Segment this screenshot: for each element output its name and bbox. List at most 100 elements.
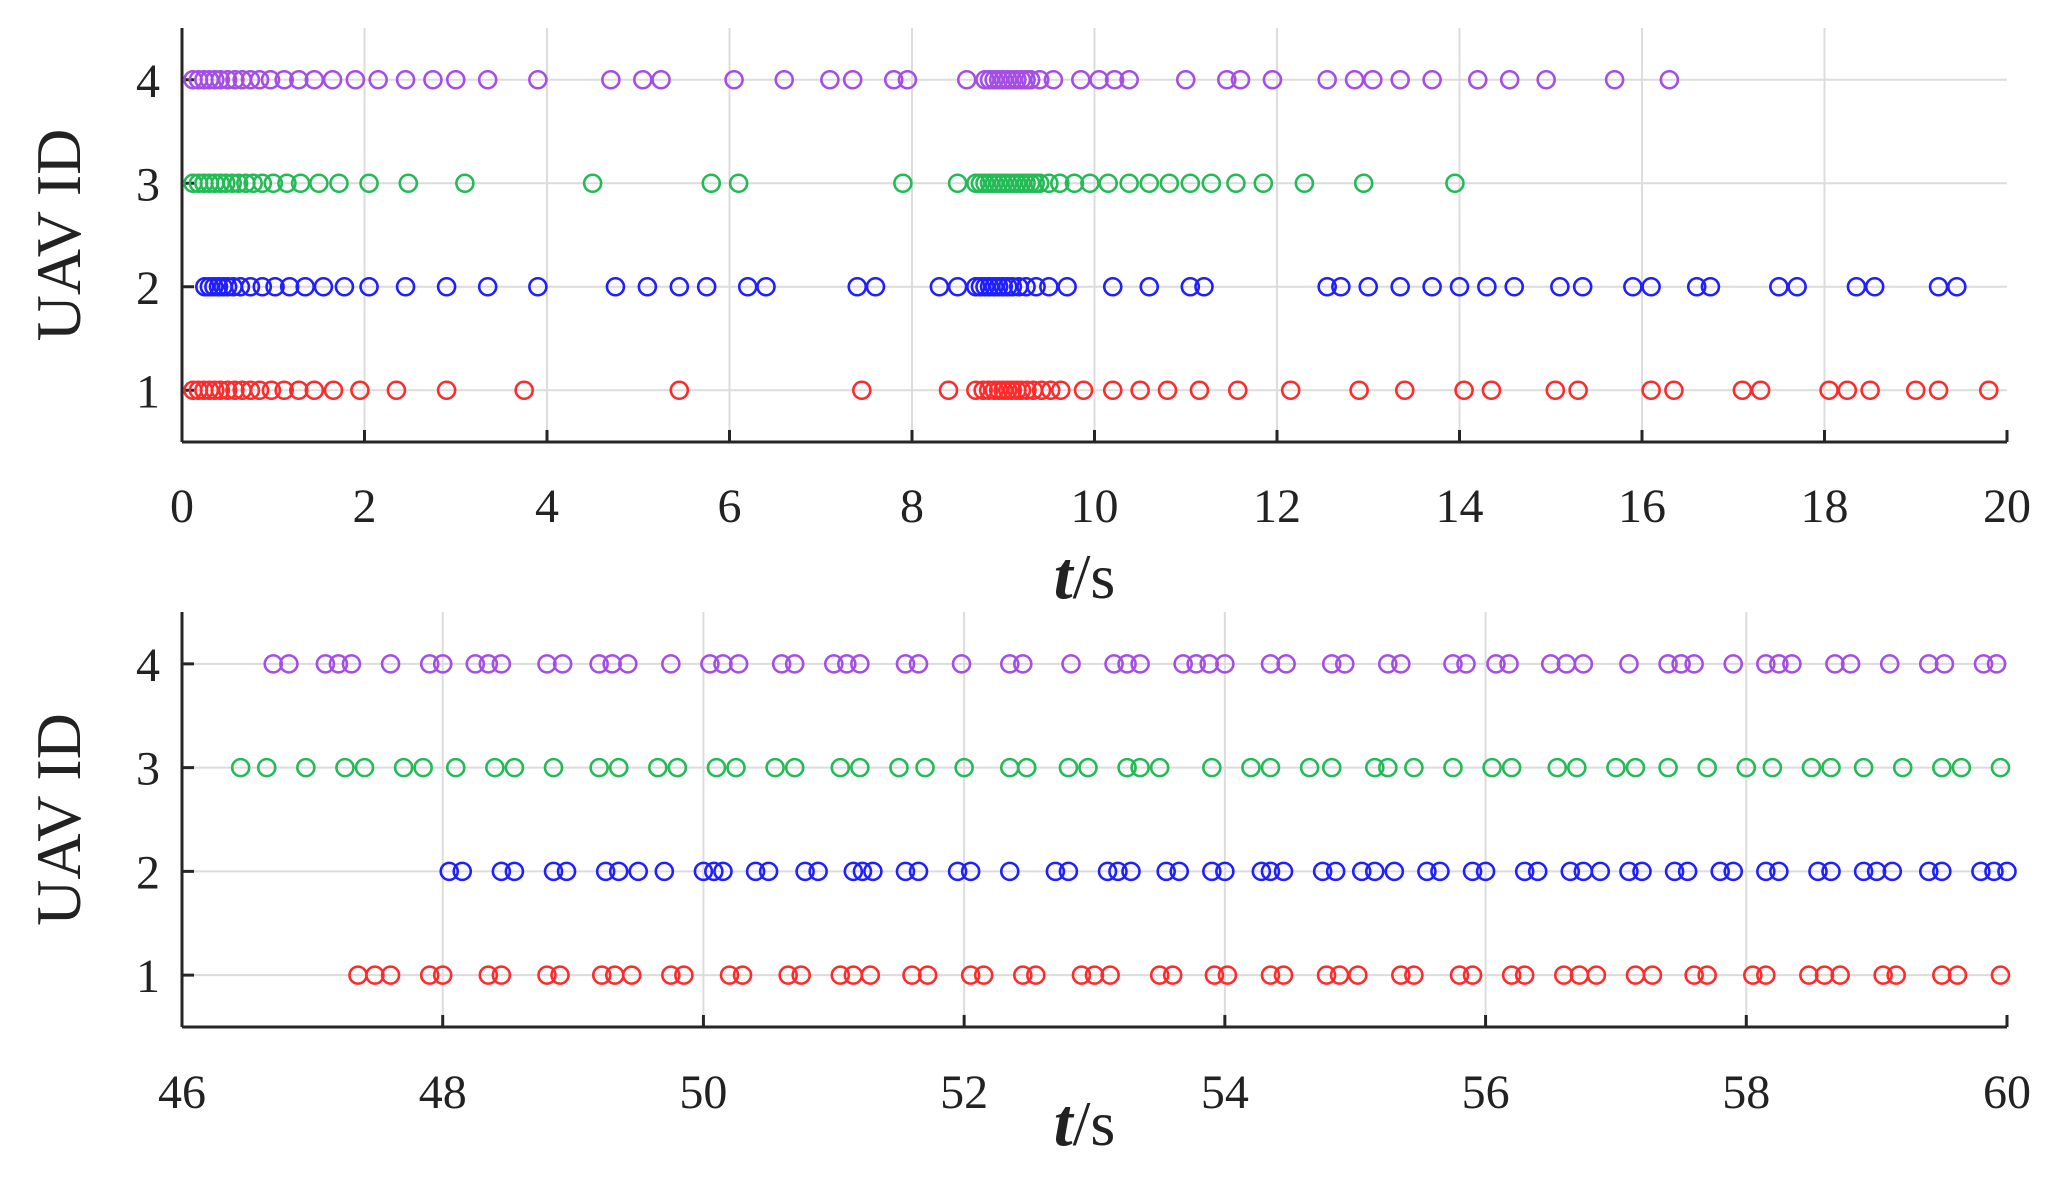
data-point	[1837, 380, 1858, 401]
data-point	[1226, 173, 1246, 194]
data-point	[1932, 861, 1952, 882]
data-point	[1089, 69, 1109, 90]
data-point	[537, 654, 557, 674]
series-uav-1	[348, 965, 2011, 985]
data-point	[1456, 654, 1476, 674]
data-point	[1997, 861, 2017, 882]
data-point	[1986, 654, 2007, 674]
data-point	[842, 69, 863, 90]
data-point	[1169, 861, 1190, 882]
data-point	[210, 69, 231, 90]
data-point	[667, 757, 688, 778]
data-point	[398, 173, 419, 194]
data-point	[1391, 965, 1411, 985]
data-point	[1769, 861, 1789, 882]
data-point	[850, 654, 870, 674]
data-point	[582, 173, 603, 194]
data-point	[852, 861, 873, 882]
data-point	[693, 861, 714, 882]
data-point	[1130, 380, 1150, 401]
data-point	[1417, 861, 1437, 882]
data-point	[648, 757, 668, 778]
data-point	[1892, 757, 1913, 778]
data-point	[1064, 173, 1085, 194]
data-point	[917, 965, 938, 985]
data-point	[1102, 276, 1123, 297]
data-point	[1879, 654, 1900, 674]
data-point	[1260, 965, 1281, 985]
data-point	[1325, 861, 1346, 882]
data-point	[728, 654, 749, 674]
x-tick-label: 20	[1983, 480, 2031, 533]
data-point	[1641, 276, 1661, 297]
data-point	[1514, 965, 1535, 985]
data-point	[249, 380, 270, 401]
series-uav-2	[195, 276, 1967, 297]
data-point	[1499, 69, 1520, 90]
data-point	[765, 757, 785, 778]
data-point	[1664, 380, 1684, 401]
data-point	[504, 861, 525, 882]
data-point	[256, 757, 277, 778]
data-point	[445, 69, 466, 90]
data-point	[1321, 757, 1342, 778]
data-point	[889, 757, 909, 778]
data-point	[1686, 276, 1707, 297]
data-point	[1445, 173, 1465, 194]
x-tick-label: 46	[158, 1066, 206, 1119]
data-point	[1050, 173, 1070, 194]
data-point	[1364, 757, 1385, 778]
data-point	[1312, 861, 1333, 882]
data-point	[249, 69, 270, 90]
data-point	[808, 861, 828, 882]
data-point	[1378, 757, 1398, 778]
data-point	[1873, 965, 1893, 985]
data-point	[1501, 757, 1522, 778]
data-point	[1139, 276, 1160, 297]
data-point	[1217, 965, 1238, 985]
data-point	[1078, 757, 1098, 778]
data-point	[240, 69, 261, 90]
data-point	[1104, 654, 1124, 674]
data-point	[359, 276, 379, 297]
series-uav-3	[230, 757, 2011, 778]
x-tick-label: 56	[1462, 1066, 1510, 1119]
data-point	[205, 380, 225, 401]
data-point	[1664, 861, 1685, 882]
data-point	[1071, 965, 1092, 985]
data-point	[601, 69, 621, 90]
data-point	[380, 654, 401, 674]
data-point	[491, 965, 512, 985]
data-point	[477, 69, 498, 90]
data-point	[1853, 757, 1874, 778]
data-point	[1821, 861, 1841, 882]
data-point	[1321, 654, 1342, 674]
data-point	[365, 965, 385, 985]
data-point	[1449, 965, 1470, 985]
data-point	[1527, 861, 1548, 882]
data-point	[1013, 965, 1033, 985]
data-point	[1475, 861, 1496, 882]
data-point	[661, 965, 681, 985]
data-point	[452, 861, 473, 882]
data-point	[1102, 380, 1123, 401]
data-point	[1951, 757, 1972, 778]
data-point	[1606, 757, 1626, 778]
data-point	[1201, 173, 1222, 194]
data-point	[1671, 654, 1691, 674]
data-point	[217, 380, 238, 401]
data-point	[745, 861, 766, 882]
data-point	[491, 654, 512, 674]
data-point	[274, 380, 295, 401]
data-point	[1853, 861, 1874, 882]
data-point	[1866, 861, 1887, 882]
data-point	[1984, 861, 2004, 882]
data-point	[1020, 69, 1041, 90]
data-point	[328, 654, 349, 674]
data-point	[724, 69, 744, 90]
x-tick-label: 54	[1201, 1066, 1249, 1119]
data-point	[1504, 276, 1525, 297]
data-point	[537, 965, 557, 985]
data-point	[830, 965, 851, 985]
data-point	[1253, 173, 1274, 194]
